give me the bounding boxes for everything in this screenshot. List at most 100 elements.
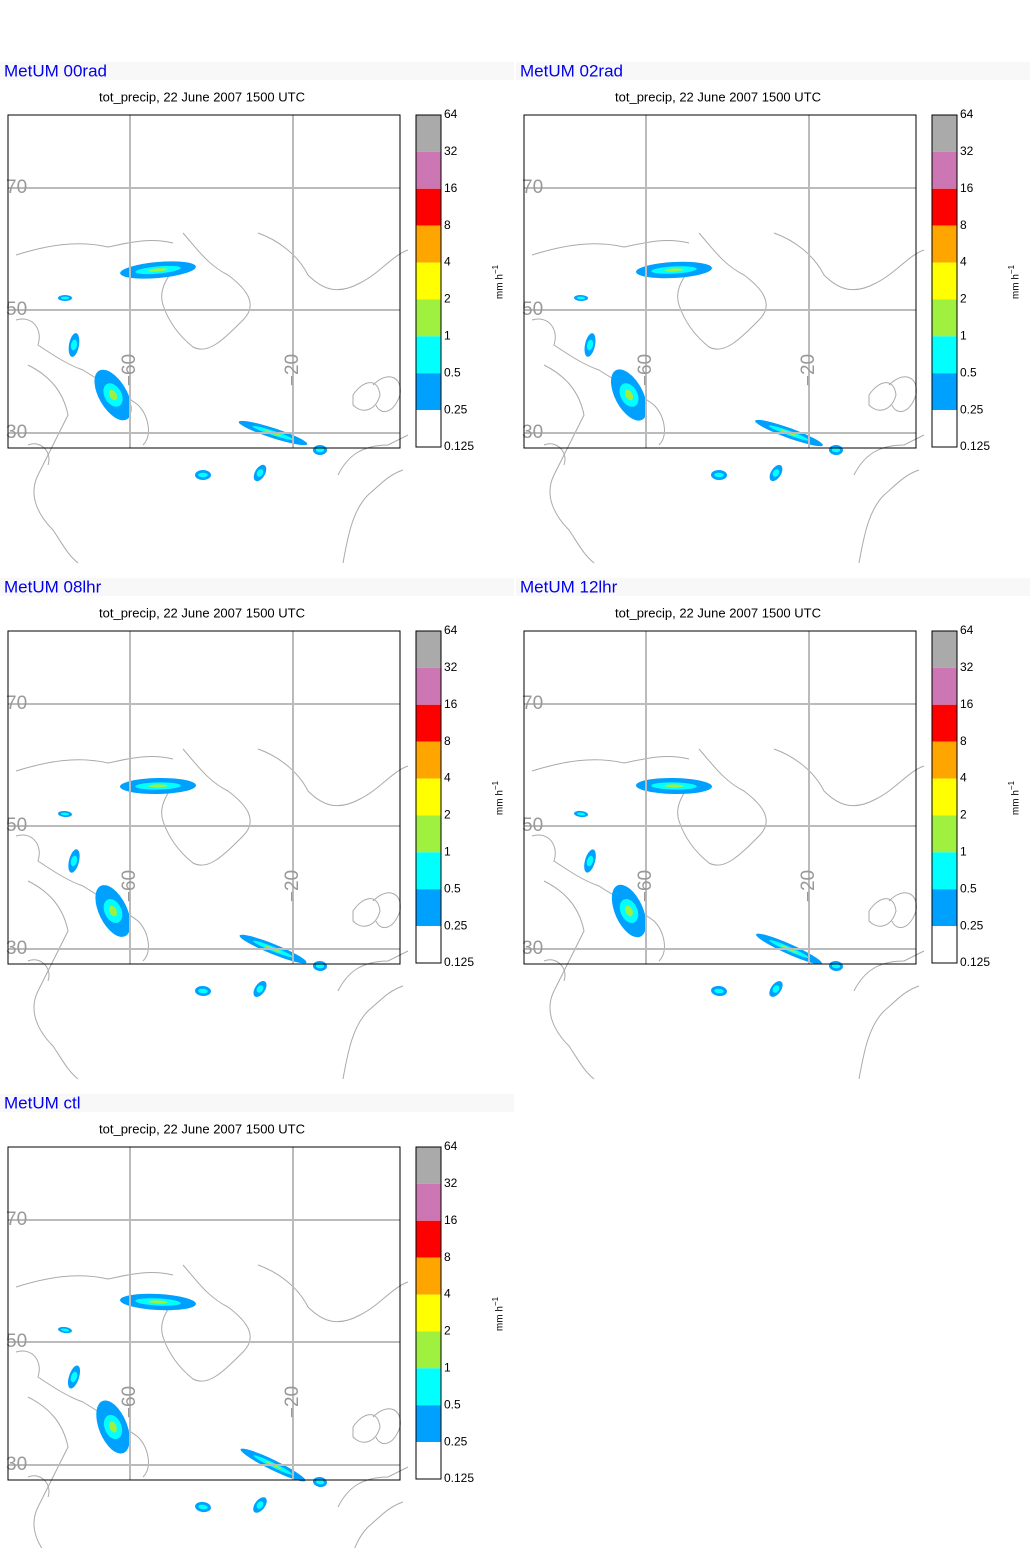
coastline bbox=[257, 748, 409, 807]
precip-peak bbox=[109, 905, 117, 917]
colorbar-segment bbox=[416, 1405, 441, 1443]
colorbar-segment bbox=[416, 225, 441, 263]
lon-label: −60 bbox=[635, 870, 656, 902]
coastline bbox=[257, 1264, 409, 1323]
colorbar-label: 2 bbox=[960, 808, 967, 822]
colorbar-segment bbox=[416, 299, 441, 337]
panel-title: MetUM 12lhr bbox=[520, 577, 618, 596]
panel: MetUM 12lhr tot_precip, 22 June 2007 1500… bbox=[516, 577, 1030, 1080]
colorbar-segment bbox=[416, 667, 441, 705]
precip-peak bbox=[625, 905, 633, 917]
colorbar-segment bbox=[416, 151, 441, 189]
colorbar-label: 0.25 bbox=[444, 402, 468, 416]
panel-title: MetUM 08lhr bbox=[4, 577, 102, 596]
colorbar-label: 2 bbox=[444, 1324, 451, 1338]
colorbar-segment bbox=[416, 852, 441, 890]
lat-label: 70 bbox=[522, 177, 543, 198]
precip-peak bbox=[664, 268, 684, 272]
colorbar-segment bbox=[416, 741, 441, 779]
map-frame bbox=[7, 1146, 401, 1481]
colorbar-label: 0.125 bbox=[960, 955, 990, 969]
title-bar bbox=[0, 1094, 514, 1112]
coastline bbox=[531, 834, 665, 962]
colorbar-label: 16 bbox=[444, 1213, 458, 1227]
coastline bbox=[15, 834, 149, 962]
panel: MetUM 08lhr tot_precip, 22 June 2007 1500… bbox=[0, 577, 514, 1080]
unit-superscript: −1 bbox=[1007, 264, 1016, 274]
unit-superscript: −1 bbox=[1007, 780, 1016, 790]
colorbar-segment bbox=[932, 115, 957, 152]
map: 70 50 30 −60 −20 bbox=[6, 114, 409, 564]
precip-core bbox=[772, 469, 780, 477]
colorbar-label: 4 bbox=[444, 771, 451, 785]
colorbar-label: 0.125 bbox=[444, 955, 474, 969]
precip-core bbox=[198, 988, 208, 994]
precip-core bbox=[576, 296, 586, 300]
colorbar-label: 4 bbox=[960, 255, 967, 269]
colorbar-label: 64 bbox=[960, 107, 974, 121]
colorbar-label: 1 bbox=[444, 329, 451, 343]
title-bar bbox=[516, 62, 1030, 80]
precip-core bbox=[70, 1371, 78, 1383]
lat-label: 30 bbox=[6, 938, 27, 959]
lat-label: 50 bbox=[6, 299, 27, 320]
map-background bbox=[8, 1147, 400, 1480]
colorbar-segment bbox=[932, 815, 957, 853]
precip-core bbox=[256, 1501, 264, 1509]
coastline bbox=[15, 1350, 149, 1478]
colorbar-label: 4 bbox=[444, 1287, 451, 1301]
precip-core bbox=[772, 985, 780, 993]
precip-peak bbox=[148, 268, 168, 272]
colorbar-label: 32 bbox=[444, 144, 458, 158]
lon-label: −60 bbox=[119, 354, 140, 386]
colorbar-segment bbox=[416, 188, 441, 226]
colorbar-label: 8 bbox=[444, 218, 451, 232]
unit-superscript: −1 bbox=[491, 780, 500, 790]
unit-superscript: −1 bbox=[491, 264, 500, 274]
precip-core bbox=[586, 855, 594, 867]
panel-subtitle: tot_precip, 22 June 2007 1500 UTC bbox=[99, 605, 305, 620]
colorbar-frame bbox=[931, 630, 958, 964]
colorbar-label: 4 bbox=[960, 771, 967, 785]
colorbar-label: 1 bbox=[444, 1361, 451, 1375]
precip-core bbox=[315, 963, 325, 969]
title-bar bbox=[0, 578, 514, 596]
colorbar-segment bbox=[416, 631, 441, 668]
coastline bbox=[352, 382, 381, 411]
colorbar-label: 8 bbox=[444, 1250, 451, 1264]
lat-label: 50 bbox=[522, 815, 543, 836]
colorbar-frame bbox=[931, 114, 958, 448]
colorbar-segment bbox=[932, 667, 957, 705]
precip-peak bbox=[109, 1421, 117, 1433]
colorbar-segment bbox=[932, 188, 957, 226]
lon-label: −20 bbox=[798, 870, 819, 902]
coastline bbox=[15, 318, 149, 446]
colorbar-segment bbox=[932, 151, 957, 189]
colorbar-label: 0.125 bbox=[960, 439, 990, 453]
coastline bbox=[15, 239, 174, 256]
precip-core bbox=[315, 447, 325, 453]
colorbar-segment bbox=[416, 1294, 441, 1332]
colorbar-unit: mm h−1 bbox=[491, 264, 506, 299]
coastline bbox=[868, 382, 897, 411]
colorbar-unit: mm h−1 bbox=[1007, 780, 1022, 815]
colorbar-segment bbox=[416, 704, 441, 742]
coastline bbox=[337, 1466, 409, 1508]
precip-core bbox=[60, 1328, 70, 1332]
precip-core bbox=[714, 988, 724, 994]
colorbar-label: 0.5 bbox=[444, 1397, 461, 1411]
colorbar-segment bbox=[932, 778, 957, 816]
map: 70 50 30 −60 −20 bbox=[6, 1146, 409, 1548]
colorbar-label: 16 bbox=[960, 181, 974, 195]
colorbar-label: 0.5 bbox=[444, 881, 461, 895]
colorbar-segment bbox=[932, 631, 957, 668]
precip-core bbox=[256, 985, 264, 993]
colorbar-label: 64 bbox=[444, 1139, 458, 1153]
colorbar-label: 0.5 bbox=[444, 365, 461, 379]
lon-label: −20 bbox=[282, 354, 303, 386]
lat-label: 70 bbox=[6, 177, 27, 198]
colorbar-frame bbox=[415, 1146, 442, 1480]
coastline bbox=[677, 232, 767, 350]
colorbar-label: 32 bbox=[960, 660, 974, 674]
colorbar-segment bbox=[416, 1220, 441, 1258]
